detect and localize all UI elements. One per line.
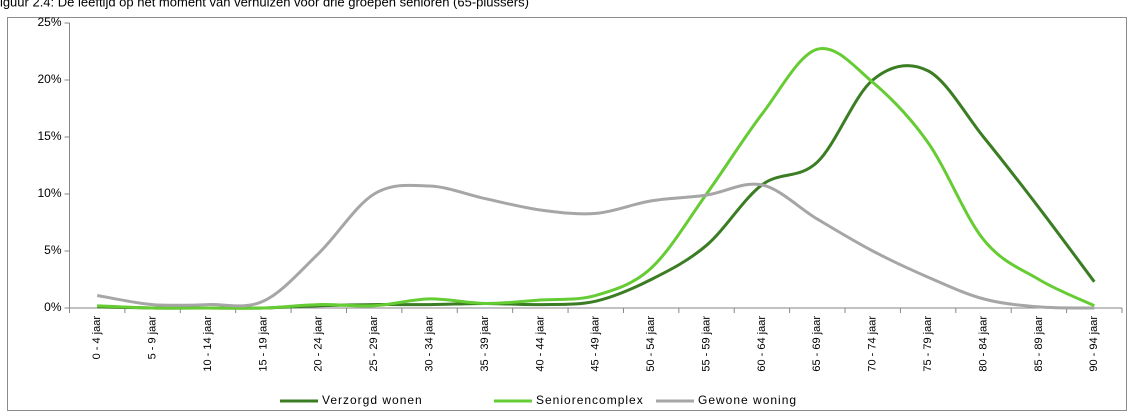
line-series bbox=[97, 46, 1095, 310]
legend-label: Verzorgd wonen bbox=[322, 393, 423, 407]
x-tick-label: 5 - 9 jaar bbox=[146, 316, 158, 360]
y-tick-label: 10% bbox=[37, 186, 61, 200]
y-tick-label: 25% bbox=[37, 15, 61, 29]
y-tick-label: 5% bbox=[44, 243, 62, 257]
x-tick-label: 0 - 4 jaar bbox=[91, 316, 103, 360]
legend-label: Seniorencomplex bbox=[536, 393, 644, 407]
x-tick-label: 10 - 14 jaar bbox=[202, 316, 214, 372]
x-tick-label: 65 - 69 jaar bbox=[811, 316, 823, 372]
y-tick-label: 15% bbox=[37, 129, 61, 143]
x-tick-label: 50 - 54 jaar bbox=[645, 316, 657, 372]
y-tick-label: 20% bbox=[37, 72, 61, 86]
chart-border bbox=[7, 17, 1127, 411]
line-series bbox=[97, 64, 1096, 310]
x-tick-label: 15 - 19 jaar bbox=[257, 316, 269, 372]
x-tick-label: 80 - 84 jaar bbox=[977, 316, 989, 372]
legend-label: Gewone woning bbox=[698, 393, 797, 407]
x-tick-label: 20 - 24 jaar bbox=[313, 316, 325, 372]
y-tick-label: 0% bbox=[44, 300, 62, 314]
x-tick-label: 70 - 74 jaar bbox=[867, 316, 879, 372]
x-tick-label: 40 - 44 jaar bbox=[534, 316, 546, 372]
x-tick-label: 90 - 94 jaar bbox=[1088, 316, 1100, 372]
x-tick-label: 60 - 64 jaar bbox=[756, 316, 768, 372]
x-tick-label: 75 - 79 jaar bbox=[922, 316, 934, 372]
x-tick-label: 45 - 49 jaar bbox=[590, 316, 602, 372]
x-tick-label: 35 - 39 jaar bbox=[479, 316, 491, 372]
x-tick-label: 30 - 34 jaar bbox=[423, 316, 435, 372]
line-series bbox=[96, 182, 1095, 310]
x-tick-label: 55 - 59 jaar bbox=[700, 316, 712, 372]
x-tick-label: 25 - 29 jaar bbox=[368, 316, 380, 372]
chart-title: Figuur 2.4: De leeftijd op het moment va… bbox=[0, 0, 529, 9]
x-tick-label: 85 - 89 jaar bbox=[1033, 316, 1045, 372]
